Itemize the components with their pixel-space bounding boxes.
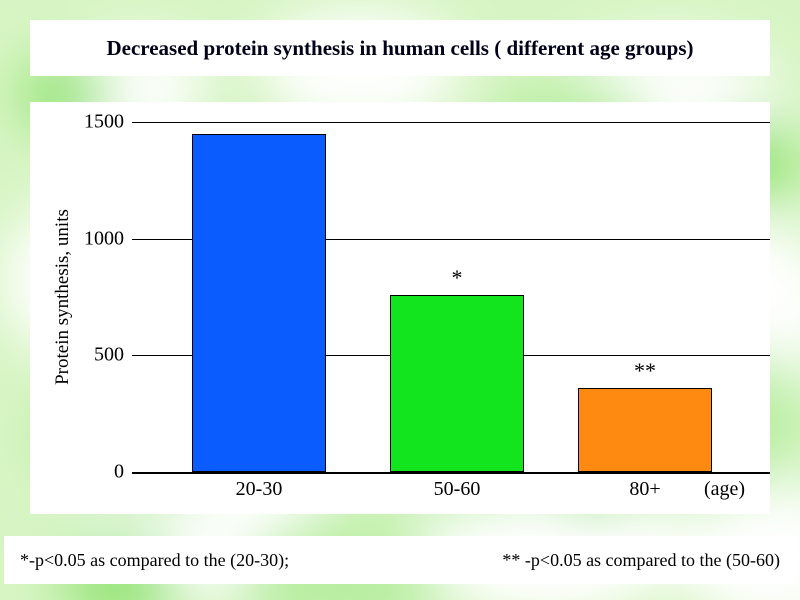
chart-title: Decreased protein synthesis in human cel… (106, 36, 693, 61)
y-axis-title: Protein synthesis, units (52, 209, 74, 385)
y-tick-label: 1500 (84, 111, 124, 134)
plot-area: Protein synthesis, units 05001000150020-… (132, 122, 698, 472)
y-tick-label: 1000 (84, 227, 124, 250)
gridline (132, 122, 770, 123)
chart-box: Protein synthesis, units 0 500 1000 1500 20-… (30, 102, 770, 514)
x-axis-label: (age) (704, 478, 745, 501)
y-tick-label: 0 (114, 461, 124, 484)
footnote-left: *-p<0.05 as compared to the (20-30); (20, 550, 289, 571)
footnote-right: ** -p<0.05 as compared to the (50-60) (502, 550, 780, 571)
bar (390, 295, 524, 472)
y-tick-label: 500 (94, 344, 124, 367)
bar (192, 134, 326, 472)
bar (578, 388, 712, 472)
significance-label: ** (634, 358, 656, 384)
x-tick-label: 50-60 (434, 478, 481, 501)
gridline (132, 472, 770, 474)
footnote-box: *-p<0.05 as compared to the (20-30); ** … (4, 536, 796, 584)
slide: Decreased protein synthesis in human cel… (0, 0, 800, 600)
x-tick-label: 20-30 (236, 478, 283, 501)
x-tick-label: 80+ (629, 478, 660, 501)
chart-title-box: Decreased protein synthesis in human cel… (30, 20, 770, 76)
significance-label: * (452, 265, 463, 291)
